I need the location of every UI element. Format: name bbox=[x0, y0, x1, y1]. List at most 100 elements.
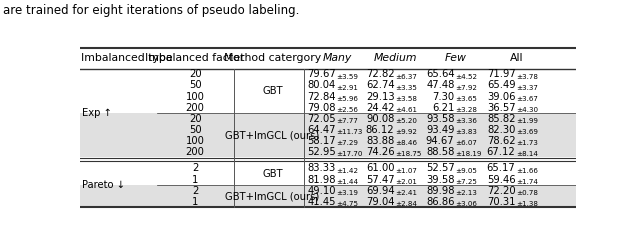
Text: 41.45: 41.45 bbox=[307, 197, 336, 207]
Text: 59.46: 59.46 bbox=[487, 174, 515, 184]
Text: ±3.78: ±3.78 bbox=[516, 74, 538, 80]
Bar bbox=[80, 113, 576, 158]
Text: 50: 50 bbox=[189, 80, 202, 90]
Text: GBT+ImGCL (ours): GBT+ImGCL (ours) bbox=[225, 130, 319, 140]
Bar bbox=[80, 185, 576, 207]
Text: 65.49: 65.49 bbox=[487, 80, 515, 90]
Text: Imbalanced type: Imbalanced type bbox=[81, 53, 173, 63]
Text: ±1.66: ±1.66 bbox=[516, 168, 538, 174]
Text: ±8.46: ±8.46 bbox=[395, 140, 417, 146]
Text: 29.13: 29.13 bbox=[366, 92, 394, 102]
Text: ±3.83: ±3.83 bbox=[455, 129, 477, 135]
Text: 85.82: 85.82 bbox=[487, 114, 515, 124]
Text: ±18.75: ±18.75 bbox=[395, 151, 421, 157]
Text: 20: 20 bbox=[189, 114, 202, 124]
Text: 65.64: 65.64 bbox=[426, 69, 454, 79]
Text: ±3.65: ±3.65 bbox=[455, 96, 477, 102]
Text: ±4.61: ±4.61 bbox=[395, 107, 417, 113]
Text: ±6.37: ±6.37 bbox=[395, 74, 417, 80]
Text: 69.94: 69.94 bbox=[366, 186, 394, 196]
Text: 47.48: 47.48 bbox=[426, 80, 454, 90]
Text: 200: 200 bbox=[186, 147, 205, 157]
Text: 52.57: 52.57 bbox=[426, 164, 454, 174]
Text: 94.67: 94.67 bbox=[426, 136, 454, 146]
Text: 64.47: 64.47 bbox=[307, 125, 336, 135]
Text: 72.84: 72.84 bbox=[307, 92, 336, 102]
Text: ±0.78: ±0.78 bbox=[516, 190, 538, 196]
Text: 82.30: 82.30 bbox=[487, 125, 515, 135]
Text: 93.49: 93.49 bbox=[426, 125, 454, 135]
Text: 1: 1 bbox=[192, 197, 198, 207]
Text: 71.97: 71.97 bbox=[487, 69, 515, 79]
Text: 72.20: 72.20 bbox=[487, 186, 515, 196]
Text: 93.58: 93.58 bbox=[426, 114, 454, 124]
Text: 65.17: 65.17 bbox=[487, 164, 515, 174]
Text: ±9.92: ±9.92 bbox=[395, 129, 417, 135]
Text: ±3.58: ±3.58 bbox=[395, 96, 417, 102]
Text: GBT: GBT bbox=[262, 169, 283, 179]
Text: ±1.44: ±1.44 bbox=[337, 179, 358, 185]
Text: ±4.30: ±4.30 bbox=[516, 107, 538, 113]
Text: ±1.07: ±1.07 bbox=[395, 168, 417, 174]
Text: ±1.42: ±1.42 bbox=[337, 168, 358, 174]
Text: 80.04: 80.04 bbox=[308, 80, 336, 90]
Text: 86.86: 86.86 bbox=[426, 197, 454, 207]
Text: ±3.67: ±3.67 bbox=[516, 96, 538, 102]
Text: 2: 2 bbox=[192, 186, 198, 196]
Text: ±4.52: ±4.52 bbox=[455, 74, 477, 80]
Text: 86.12: 86.12 bbox=[366, 125, 394, 135]
Text: 2: 2 bbox=[192, 164, 198, 174]
Text: ±2.56: ±2.56 bbox=[337, 107, 358, 113]
Text: ±7.77: ±7.77 bbox=[337, 118, 358, 124]
Text: 72.05: 72.05 bbox=[307, 114, 336, 124]
Text: ±18.19: ±18.19 bbox=[455, 151, 481, 157]
Text: ±5.96: ±5.96 bbox=[337, 96, 358, 102]
Text: ±2.84: ±2.84 bbox=[395, 201, 417, 207]
Text: Many: Many bbox=[323, 53, 351, 63]
Text: ±17.70: ±17.70 bbox=[337, 151, 363, 157]
Text: ±3.69: ±3.69 bbox=[516, 129, 538, 135]
Text: 81.98: 81.98 bbox=[307, 174, 336, 184]
Text: GBT+ImGCL (ours): GBT+ImGCL (ours) bbox=[225, 191, 319, 201]
Text: ±1.99: ±1.99 bbox=[516, 118, 538, 124]
Text: 6.21: 6.21 bbox=[432, 103, 454, 113]
Text: 49.10: 49.10 bbox=[307, 186, 336, 196]
Text: ±2.41: ±2.41 bbox=[395, 190, 417, 196]
Text: ±3.35: ±3.35 bbox=[395, 85, 417, 91]
Text: 78.62: 78.62 bbox=[487, 136, 515, 146]
Text: 1: 1 bbox=[192, 174, 198, 184]
Text: ±1.73: ±1.73 bbox=[516, 140, 538, 146]
Text: 100: 100 bbox=[186, 136, 205, 146]
Text: 88.58: 88.58 bbox=[426, 147, 454, 157]
Text: ±3.28: ±3.28 bbox=[455, 107, 477, 113]
Text: ±2.91: ±2.91 bbox=[337, 85, 358, 91]
Text: ±2.01: ±2.01 bbox=[395, 179, 417, 185]
Text: ±3.37: ±3.37 bbox=[516, 85, 538, 91]
Text: 61.00: 61.00 bbox=[366, 164, 394, 174]
Text: ±3.19: ±3.19 bbox=[337, 190, 358, 196]
Text: 83.88: 83.88 bbox=[366, 136, 394, 146]
Text: 67.12: 67.12 bbox=[487, 147, 515, 157]
Text: ±8.14: ±8.14 bbox=[516, 151, 538, 157]
Text: Medium: Medium bbox=[374, 53, 417, 63]
Text: 79.04: 79.04 bbox=[366, 197, 394, 207]
Text: ±7.92: ±7.92 bbox=[455, 85, 477, 91]
Text: are trained for eight iterations of pseudo labeling.: are trained for eight iterations of pseu… bbox=[3, 4, 300, 17]
Text: 36.57: 36.57 bbox=[487, 103, 515, 113]
Text: 20: 20 bbox=[189, 69, 202, 79]
Text: 39.58: 39.58 bbox=[426, 174, 454, 184]
Text: ±3.59: ±3.59 bbox=[337, 74, 358, 80]
Text: Exp ↑: Exp ↑ bbox=[82, 108, 112, 118]
Text: 79.67: 79.67 bbox=[307, 69, 336, 79]
Text: Imbalanced factor: Imbalanced factor bbox=[145, 53, 244, 63]
Text: 79.08: 79.08 bbox=[307, 103, 336, 113]
Text: ±7.25: ±7.25 bbox=[455, 179, 477, 185]
Text: 7.30: 7.30 bbox=[433, 92, 454, 102]
Text: 89.98: 89.98 bbox=[426, 186, 454, 196]
Text: All: All bbox=[509, 53, 524, 63]
Text: 39.06: 39.06 bbox=[487, 92, 515, 102]
Text: ±11.73: ±11.73 bbox=[337, 129, 363, 135]
Text: 90.08: 90.08 bbox=[366, 114, 394, 124]
Text: ±2.13: ±2.13 bbox=[455, 190, 477, 196]
Text: ±1.74: ±1.74 bbox=[516, 179, 538, 185]
